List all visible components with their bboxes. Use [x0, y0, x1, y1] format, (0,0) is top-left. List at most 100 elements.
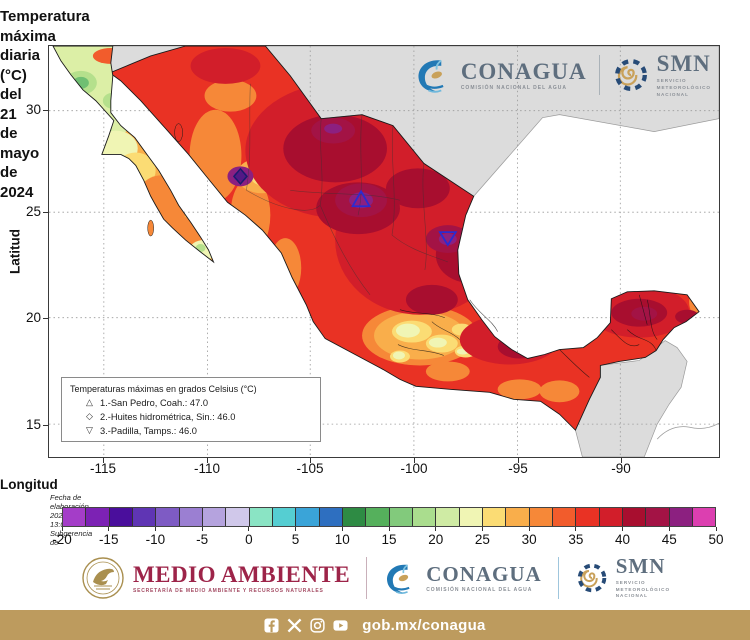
youtube-icon[interactable]: [333, 618, 348, 633]
y-axis-title: Latitud: [7, 229, 23, 274]
state-boundaries-south: [397, 294, 658, 378]
colorbar-tick-label: 50: [708, 532, 724, 547]
smn-spiral-icon: [614, 59, 647, 92]
map-header-logos: CONAGUA COMISIÓN NACIONAL DEL AGUA SMN S…: [414, 52, 711, 99]
legend-title: Temperaturas máximas en grados Celsius (…: [70, 384, 257, 394]
colorbar-segment: [692, 508, 716, 526]
station-markers: [232, 167, 458, 247]
eagle-seal-icon: [82, 557, 124, 599]
x-twitter-icon[interactable]: [287, 618, 302, 633]
colorbar-tick-label: 0: [245, 532, 253, 547]
y-tick-mark: [43, 212, 48, 213]
legend-marker-symbol: ◇: [86, 411, 93, 421]
colorbar-segment: [576, 508, 600, 526]
colorbar-tick-label: 45: [661, 532, 677, 547]
colorbar-segment: [599, 508, 623, 526]
x-tick-mark: [621, 458, 622, 463]
colorbar-tick-label: 35: [568, 532, 584, 547]
legend-entry-text: 1.-San Pedro, Coah.: 47.0: [100, 397, 209, 408]
footer-logos: MEDIO AMBIENTE SECRETARÍA DE MEDIO AMBIE…: [0, 548, 750, 608]
smn-wordmark: SMN: [615, 553, 666, 578]
facebook-icon[interactable]: [264, 617, 279, 633]
stations-legend: Temperaturas máximas en grados Celsius (…: [61, 377, 321, 442]
x-tick-label: -90: [611, 461, 631, 476]
colorbar-tick: [622, 527, 624, 531]
honduras-coastline: [656, 422, 719, 440]
legend-entries: △ 1.-San Pedro, Coah.: 47.0 ◇ 2.-Huites hid…: [70, 397, 312, 436]
footer-divider: [557, 557, 559, 599]
colorbar-tick: [388, 527, 390, 531]
x-tick-label: -110: [193, 461, 221, 476]
station-marker-san-pedro: [351, 189, 372, 208]
colorbar-segment: [412, 508, 437, 526]
gob-mx-footer-bar: gob.mx/conagua: [0, 610, 750, 640]
colorbar-tick: [295, 527, 297, 531]
medio-ambiente-subtitle: SECRETARÍA DE MEDIO AMBIENTE Y RECURSOS …: [132, 587, 324, 594]
colorbar-segment: [226, 508, 250, 526]
legend-entry-text: 2.-Huites hidrométrica, Sin.: 46.0: [100, 411, 236, 422]
map-plot-area: CONAGUA COMISIÓN NACIONAL DEL AGUA SMN S…: [48, 45, 720, 458]
colorbar-tick-label: -20: [52, 532, 72, 547]
colorbar-segment: [156, 508, 180, 526]
smn-wordmark: SMN: [656, 51, 711, 76]
colorbar-tick-label: -15: [98, 532, 119, 547]
colorbar-tick-label: 30: [521, 532, 537, 547]
x-tick-label: -95: [508, 461, 528, 476]
instagram-icon[interactable]: [310, 617, 325, 633]
conagua-subtitle: COMISIÓN NACIONAL DEL AGUA: [426, 586, 533, 593]
colorbar-segment: [552, 508, 577, 526]
legend-marker-symbol: ▽: [86, 425, 93, 435]
smn-logo: SMN SERVICIO METEOROLÓGICO NACIONAL: [612, 52, 711, 99]
colorbar-segment: [366, 508, 390, 526]
island: [147, 219, 154, 237]
y-tick-label: 25: [25, 204, 41, 219]
colorbar-segment: [132, 508, 157, 526]
colorbar-tick-label: 25: [474, 532, 490, 547]
legend-entry: ▽ 3.-Padilla, Tamps.: 46.0: [86, 425, 312, 436]
smn-subtitle: SERVICIO METEOROLÓGICO NACIONAL: [656, 78, 711, 97]
colorbar-tick: [108, 527, 110, 531]
x-tick-mark: [103, 458, 104, 463]
island: [174, 123, 183, 142]
gob-mx-url[interactable]: gob.mx/conagua: [362, 616, 486, 634]
x-tick-label: -105: [296, 461, 324, 476]
colorbar-tick-label: 20: [428, 532, 444, 547]
colorbar-segments: [62, 507, 716, 527]
colorbar-segment: [669, 508, 693, 526]
colorbar-segment: [506, 508, 530, 526]
conagua-wordmark: CONAGUA: [426, 561, 542, 586]
colorbar-segment: [63, 508, 87, 526]
y-tick-label: 30: [25, 102, 41, 117]
smn-subtitle: SERVICIO METEOROLÓGICO NACIONAL: [615, 579, 671, 599]
colorbar-segment: [622, 508, 647, 526]
colorbar-tick-label: -5: [196, 532, 209, 547]
colorbar-tick: [61, 527, 63, 531]
y-tick-label: 20: [25, 310, 41, 325]
y-tick-mark: [43, 425, 48, 426]
colorbar-tick: [528, 527, 530, 531]
conagua-water-icon: [387, 564, 410, 594]
footer-conagua-logo: CONAGUA COMISIÓN NACIONAL DEL AGUA: [383, 560, 542, 596]
x-tick-mark: [414, 458, 415, 463]
colorbar-tick: [575, 527, 577, 531]
colorbar-tick: [481, 527, 483, 531]
conagua-subtitle: COMISIÓN NACIONAL DEL AGUA: [460, 84, 568, 91]
colorbar-segment: [646, 508, 670, 526]
conagua-logo: CONAGUA COMISIÓN NACIONAL DEL AGUA: [414, 55, 587, 95]
colorbar-tick: [341, 527, 343, 531]
legend-entry: △ 1.-San Pedro, Coah.: 47.0: [86, 397, 312, 408]
state-boundaries: [246, 83, 448, 295]
conagua-water-icon: [418, 60, 444, 94]
temperature-colorbar: -20 -15 -10 -5 0 5 10 15 20 25 30 35 40 45 50: [52, 507, 724, 547]
colorbar-segment: [389, 508, 413, 526]
colorbar-segment: [296, 508, 320, 526]
x-tick-mark: [518, 458, 519, 463]
x-tick-label: -100: [400, 461, 428, 476]
colorbar-segment: [272, 508, 297, 526]
colorbar-segment: [319, 508, 343, 526]
medio-ambiente-logo: MEDIO AMBIENTE SECRETARÍA DE MEDIO AMBIE…: [80, 555, 350, 601]
colorbar-tick-label: 10: [334, 532, 350, 547]
colorbar-segment: [86, 508, 110, 526]
colorbar-tick: [668, 527, 670, 531]
colorbar-tick-label: -10: [145, 532, 166, 547]
